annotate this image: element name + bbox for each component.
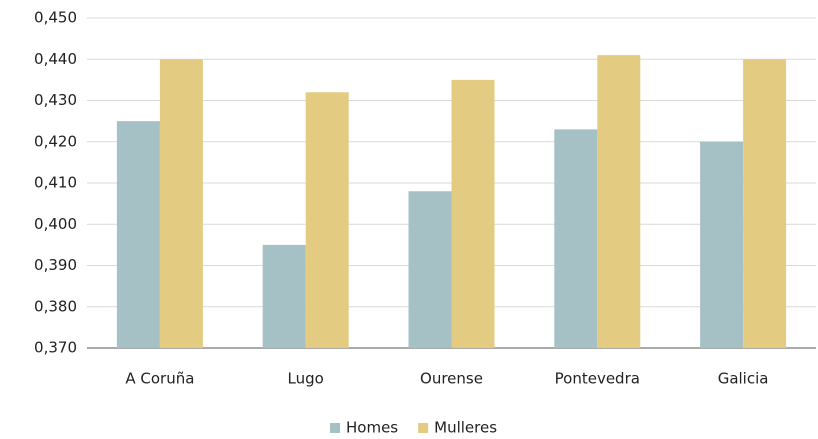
x-tick-label: Pontevedra [555,370,640,388]
legend-label: Mulleres [434,419,497,437]
legend-swatch [330,423,340,433]
y-tick-label: 0,390 [34,256,77,274]
bar [116,121,160,348]
bar [408,191,452,348]
bar [159,59,203,348]
bar [305,92,349,348]
y-tick-label: 0,400 [34,215,77,233]
legend-label: Homes [346,419,398,437]
bar [451,79,495,348]
bar [597,55,641,348]
x-tick-label: Ourense [420,370,483,388]
y-tick-label: 0,410 [34,174,77,192]
y-tick-label: 0,440 [34,50,77,68]
y-tick-label: 0,380 [34,297,77,315]
x-tick-label: A Coruña [125,370,194,388]
x-tick-label: Lugo [288,370,324,388]
y-tick-label: 0,420 [34,132,77,150]
x-tick-label: Galicia [718,370,769,388]
bar [743,59,787,348]
y-tick-label: 0,430 [34,91,77,109]
bar [554,129,598,348]
legend-swatch [418,423,429,433]
y-tick-label: 0,370 [34,339,77,357]
y-tick-label: 0,450 [34,9,77,27]
bar [262,244,306,348]
bar [700,141,744,348]
